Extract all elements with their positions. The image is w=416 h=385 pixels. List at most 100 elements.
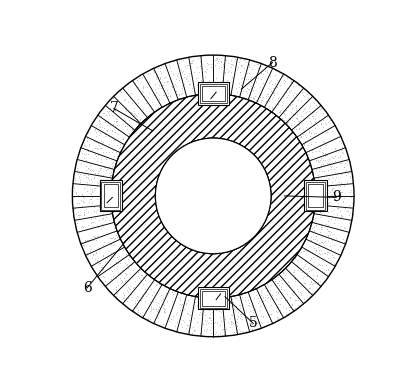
Point <box>110 147 117 153</box>
Point <box>276 109 282 116</box>
Point <box>312 276 319 282</box>
Point <box>243 307 249 313</box>
Point <box>260 314 266 320</box>
Point <box>309 272 316 278</box>
Point <box>332 152 338 159</box>
Point <box>329 186 335 192</box>
Point <box>90 138 97 144</box>
Point <box>200 299 206 305</box>
Point <box>72 167 78 174</box>
Point <box>88 216 95 222</box>
Point <box>210 315 216 321</box>
Point <box>134 297 140 303</box>
Point <box>337 193 343 199</box>
Point <box>292 91 299 97</box>
Point <box>154 306 161 312</box>
Point <box>295 118 302 124</box>
Point <box>319 208 326 214</box>
Point <box>135 307 142 313</box>
Point <box>321 112 327 119</box>
Point <box>109 234 116 240</box>
Point <box>293 126 300 132</box>
Point <box>202 74 208 80</box>
Point <box>301 93 307 99</box>
Point <box>332 152 338 159</box>
Point <box>127 132 134 138</box>
Point <box>304 91 311 97</box>
Point <box>310 254 316 260</box>
Point <box>144 114 151 120</box>
Point <box>98 159 105 165</box>
Point <box>275 304 282 310</box>
Point <box>186 326 193 333</box>
Point <box>92 145 98 151</box>
Point <box>316 145 323 151</box>
Point <box>121 96 128 102</box>
Point <box>254 326 260 332</box>
Point <box>111 221 117 227</box>
Point <box>186 81 193 87</box>
Point <box>326 231 333 238</box>
Point <box>301 86 307 92</box>
Point <box>249 66 255 72</box>
Point <box>208 64 214 70</box>
Point <box>127 132 134 138</box>
Point <box>271 92 277 98</box>
Point <box>186 330 192 336</box>
Point <box>113 157 120 163</box>
Point <box>152 86 158 92</box>
Point <box>246 300 253 306</box>
Point <box>198 77 204 83</box>
Point <box>94 224 101 231</box>
Point <box>341 164 347 170</box>
Point <box>287 295 294 301</box>
Point <box>228 320 234 326</box>
Point <box>294 90 301 97</box>
Point <box>264 295 270 301</box>
Point <box>150 108 156 114</box>
Point <box>185 328 191 334</box>
Point <box>324 159 330 166</box>
Point <box>340 164 347 170</box>
Point <box>82 143 88 149</box>
Point <box>129 261 135 267</box>
Point <box>328 159 334 166</box>
Point <box>226 306 233 312</box>
Point <box>99 221 105 227</box>
Point <box>106 164 113 170</box>
Point <box>172 81 178 87</box>
Point <box>307 103 314 109</box>
Point <box>198 331 205 338</box>
Point <box>193 302 200 308</box>
Point <box>247 57 253 64</box>
Point <box>337 160 343 166</box>
Point <box>267 311 274 317</box>
Point <box>299 299 305 305</box>
Point <box>260 298 267 305</box>
Point <box>318 203 324 209</box>
Point <box>277 107 284 113</box>
Point <box>292 297 299 303</box>
Point <box>313 222 319 228</box>
Point <box>141 277 148 283</box>
Point <box>169 313 176 319</box>
Point <box>77 212 83 218</box>
Point <box>111 261 118 267</box>
Point <box>259 94 266 100</box>
Point <box>86 167 93 174</box>
Point <box>200 327 207 333</box>
Wedge shape <box>111 94 315 298</box>
Point <box>177 301 183 308</box>
Point <box>169 71 176 77</box>
Point <box>322 157 328 163</box>
Point <box>99 204 106 211</box>
Point <box>287 295 293 301</box>
Point <box>148 285 154 291</box>
Point <box>84 175 91 181</box>
Point <box>94 179 100 185</box>
Point <box>331 166 337 172</box>
Point <box>233 327 240 333</box>
Point <box>293 115 300 121</box>
Point <box>94 207 100 213</box>
Point <box>246 94 253 100</box>
